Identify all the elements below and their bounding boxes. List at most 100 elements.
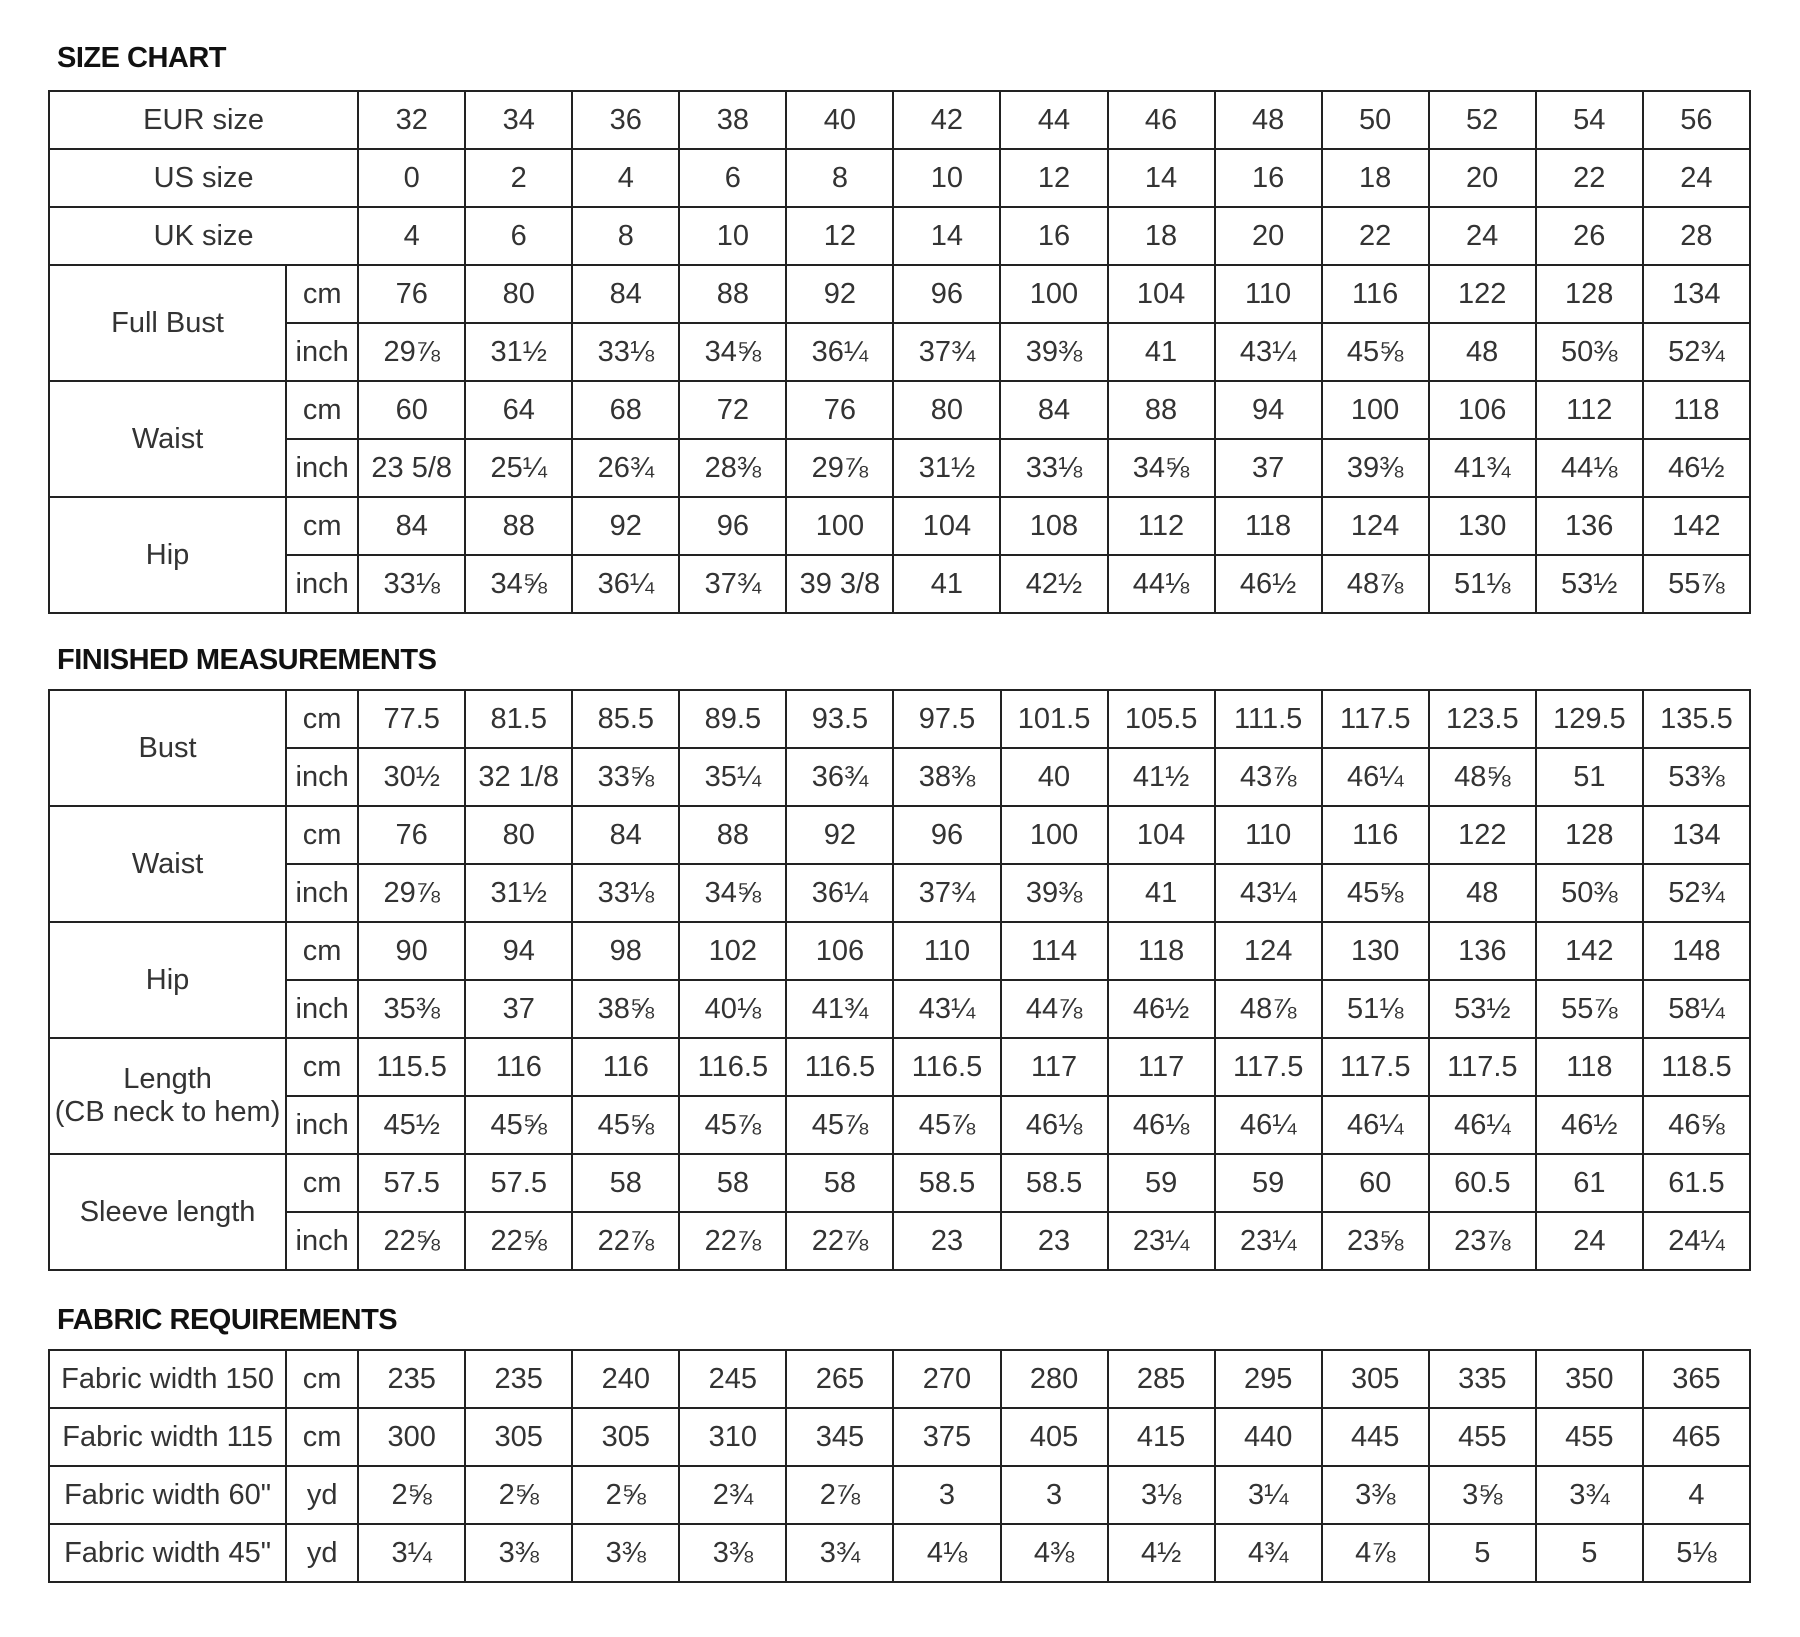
value-cell: 22⅞ bbox=[571, 1211, 681, 1271]
value-cell: 37 bbox=[1213, 438, 1323, 498]
value-cell: 2⅝ bbox=[357, 1465, 467, 1525]
value-cell: 123.5 bbox=[1427, 689, 1537, 749]
measurement-name: Waist bbox=[131, 847, 204, 880]
value-cell: 84 bbox=[571, 805, 681, 865]
value-cell: 88 bbox=[1106, 380, 1216, 440]
table-row: Bust cm 77.5 81.5 85.5 89.5 93.5 97.5 101.5 105.5… bbox=[47, 689, 1752, 807]
value-cell: 46¼ bbox=[1320, 747, 1430, 807]
value-cell: 104 bbox=[892, 496, 1002, 556]
value-cell: 23⅝ bbox=[1320, 1211, 1430, 1271]
value-cell: 39⅜ bbox=[1320, 438, 1430, 498]
value-cell: 23¼ bbox=[1106, 1211, 1216, 1271]
value-cell: 43¼ bbox=[1213, 863, 1323, 923]
value-cell: 305 bbox=[464, 1407, 574, 1467]
value-cell: 3⅝ bbox=[1427, 1465, 1537, 1525]
value-cell: 5 bbox=[1427, 1523, 1537, 1583]
value-cell: 57.5 bbox=[464, 1153, 574, 1213]
value-cell: 39 3/8 bbox=[785, 554, 895, 614]
value-cell: 76 bbox=[357, 805, 467, 865]
fabric-width-label: Fabric width 60" bbox=[47, 1465, 288, 1525]
value-cell: 39⅜ bbox=[999, 322, 1109, 382]
size-system-label: US size bbox=[47, 148, 360, 208]
value-cell: 28⅜ bbox=[678, 438, 788, 498]
unit-cell: yd bbox=[285, 1465, 360, 1525]
value-cell: 57.5 bbox=[357, 1153, 467, 1213]
value-cell: 101.5 bbox=[999, 689, 1109, 749]
value-cell: 36¼ bbox=[785, 863, 895, 923]
value-cell: 81.5 bbox=[464, 689, 574, 749]
value-cell: 39⅜ bbox=[999, 863, 1109, 923]
value-cell: 94 bbox=[1213, 380, 1323, 440]
value-cell: 41¾ bbox=[1427, 438, 1537, 498]
value-cell: 46¼ bbox=[1213, 1095, 1323, 1155]
fabric-row: Fabric width 60" yd 2⅝ 2⅝ 2⅝ 2¾ 2⅞ 3 3 3⅛ 3¼ 3⅜ 3⅝ 3¾… bbox=[47, 1465, 1752, 1525]
value-cell: 84 bbox=[999, 380, 1109, 440]
value-cell: 41 bbox=[1106, 863, 1216, 923]
value-cell: 405 bbox=[999, 1407, 1109, 1467]
value-cell: 0 bbox=[357, 148, 467, 208]
value-cell: 33⅛ bbox=[571, 863, 681, 923]
value-cell: 44⅛ bbox=[1534, 438, 1644, 498]
value-cell: 270 bbox=[892, 1349, 1002, 1409]
value-cell: 142 bbox=[1534, 921, 1644, 981]
value-cell: 6 bbox=[678, 148, 788, 208]
unit-cell: inch bbox=[285, 438, 360, 498]
value-cell: 10 bbox=[678, 206, 788, 266]
value-cell: 44 bbox=[999, 90, 1109, 150]
value-cell: 41 bbox=[892, 554, 1002, 614]
size-system-label: EUR size bbox=[47, 90, 360, 150]
value-cell: 285 bbox=[1106, 1349, 1216, 1409]
value-cell: 112 bbox=[1534, 380, 1644, 440]
value-cell: 16 bbox=[1213, 148, 1323, 208]
value-cell: 4⅞ bbox=[1320, 1523, 1430, 1583]
value-cell: 3⅜ bbox=[678, 1523, 788, 1583]
value-cell: 2⅝ bbox=[464, 1465, 574, 1525]
fabric-requirements-table: Fabric width 150 cm 235 235 240 245 265 270 280 2… bbox=[47, 1349, 1752, 1583]
value-cell: 112 bbox=[1106, 496, 1216, 556]
table-row: Hip cm 84 88 92 96 100 104 108 112 118 124 130 136 142 bbox=[47, 496, 1752, 614]
value-cell: 46½ bbox=[1534, 1095, 1644, 1155]
value-cell: 59 bbox=[1106, 1153, 1216, 1213]
measurement-name: Hip bbox=[145, 538, 190, 571]
fabric-requirements-title: FABRIC REQUIREMENTS bbox=[57, 1304, 398, 1336]
value-cell: 2⅞ bbox=[785, 1465, 895, 1525]
value-cell: 88 bbox=[678, 264, 788, 324]
value-cell: 122 bbox=[1427, 805, 1537, 865]
value-cell: 96 bbox=[678, 496, 788, 556]
value-cell: 61.5 bbox=[1641, 1153, 1752, 1213]
value-cell: 18 bbox=[1106, 206, 1216, 266]
value-cell: 305 bbox=[1320, 1349, 1430, 1409]
value-cell: 30½ bbox=[357, 747, 467, 807]
table-row: inch 29⅞ 31½ 33⅛ 34⅝ 36¼ 37¾ 39⅜ 41 43¼ 45⅝ 48 50⅜ 52… bbox=[49, 863, 1752, 923]
value-cell: 6 bbox=[464, 206, 574, 266]
value-cell: 2 bbox=[464, 148, 574, 208]
value-cell: 4⅛ bbox=[892, 1523, 1002, 1583]
value-cell: 345 bbox=[785, 1407, 895, 1467]
value-cell: 43¼ bbox=[892, 979, 1002, 1039]
unit-cell: inch bbox=[285, 863, 360, 923]
value-cell: 84 bbox=[357, 496, 467, 556]
value-cell: 29⅞ bbox=[785, 438, 895, 498]
value-cell: 58 bbox=[571, 1153, 681, 1213]
table-row: Waist cm 60 64 68 72 76 80 84 88 94 100 106 112 118 bbox=[47, 380, 1752, 498]
fabric-width-label: Fabric width 150 bbox=[47, 1349, 288, 1409]
value-cell: 88 bbox=[678, 805, 788, 865]
value-cell: 295 bbox=[1213, 1349, 1323, 1409]
unit-cell: inch bbox=[285, 1211, 360, 1271]
measurement-label: Bust bbox=[47, 689, 288, 807]
value-cell: 76 bbox=[357, 264, 467, 324]
value-cell: 52 bbox=[1427, 90, 1537, 150]
finished-measurements-table: Bust cm 77.5 81.5 85.5 89.5 93.5 97.5 101.5 105.5… bbox=[47, 689, 1752, 1271]
value-cell: 80 bbox=[464, 805, 574, 865]
value-cell: 117 bbox=[999, 1037, 1109, 1097]
value-cell: 46⅛ bbox=[1106, 1095, 1216, 1155]
value-cell: 24 bbox=[1641, 148, 1752, 208]
table-row: inch 22⅝ 22⅝ 22⅞ 22⅞ 22⅞ 23 23 23¼ 23¼ 23⅝ 23⅞ 24 24¼ bbox=[49, 1211, 1752, 1271]
value-cell: 129.5 bbox=[1534, 689, 1644, 749]
value-cell: 60 bbox=[1320, 1153, 1430, 1213]
value-cell: 45⅞ bbox=[678, 1095, 788, 1155]
value-cell: 8 bbox=[785, 148, 895, 208]
table-row: inch 29⅞ 31½ 33⅛ 34⅝ 36¼ 37¾ 39⅜ 41 43¼ 45⅝ 48 50⅜ 52… bbox=[49, 322, 1752, 382]
value-cell: 14 bbox=[1106, 148, 1216, 208]
table-row: inch 45½ 45⅝ 45⅝ 45⅞ 45⅞ 45⅞ 46⅛ 46⅛ 46¼ 46¼ 46¼ 46½… bbox=[49, 1095, 1752, 1155]
